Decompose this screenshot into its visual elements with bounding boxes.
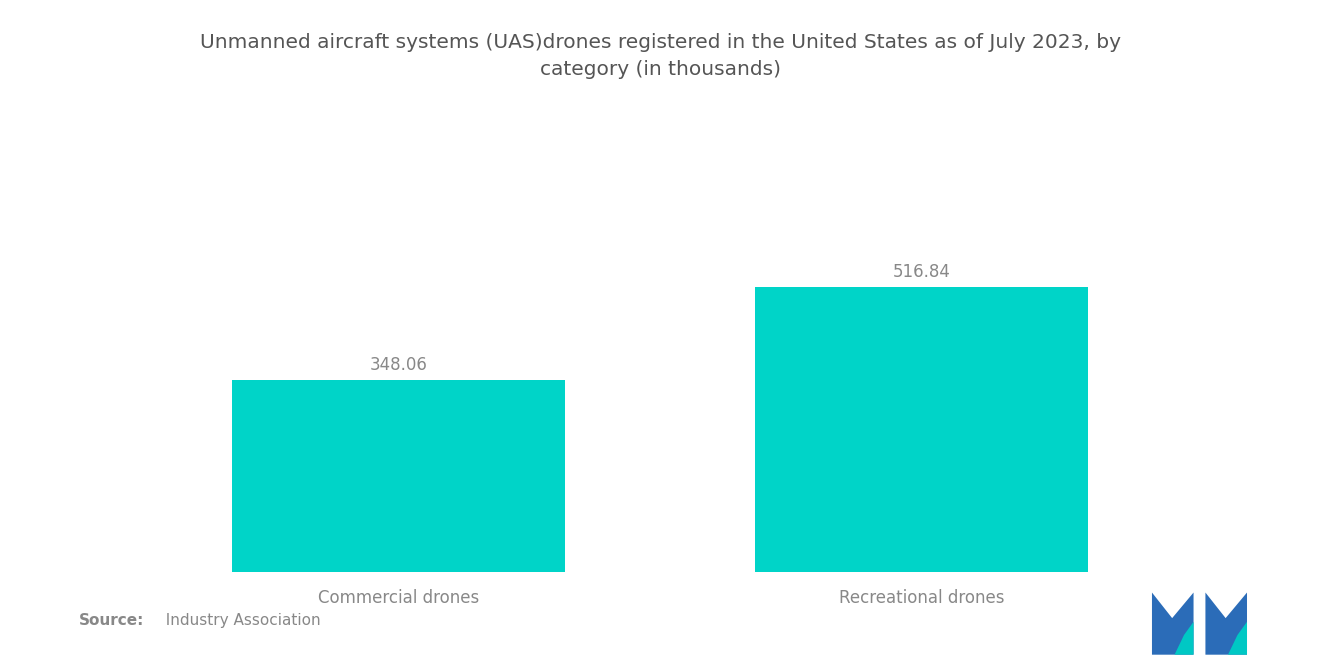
Text: 516.84: 516.84 [892,263,950,281]
Text: Unmanned aircraft systems (UAS)drones registered in the United States as of July: Unmanned aircraft systems (UAS)drones re… [199,33,1121,78]
Polygon shape [1195,593,1204,654]
Bar [755,287,1088,572]
Bar [232,380,565,572]
Polygon shape [1152,593,1193,654]
Polygon shape [1175,622,1193,654]
Polygon shape [1228,622,1247,654]
Polygon shape [1205,593,1247,654]
Text: Industry Association: Industry Association [156,613,321,628]
Text: 348.06: 348.06 [370,356,428,374]
Text: Source:: Source: [79,613,145,628]
